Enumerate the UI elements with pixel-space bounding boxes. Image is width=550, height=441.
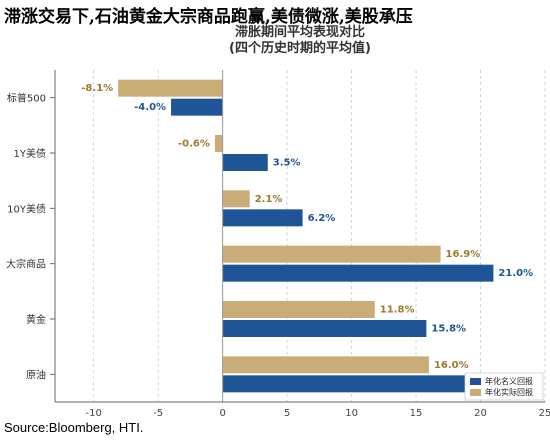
x-tick-label: 15 xyxy=(410,408,423,419)
labels-layer: -8.1% -4.0% -0.6% 3.5% 2.1% 6.2% 16.9% 21.0% 11.… xyxy=(81,83,533,371)
chart-title-line: (四个历史时期的平均值) xyxy=(229,40,371,56)
bar-nominal-return xyxy=(222,320,427,337)
data-label: -8.1% xyxy=(81,83,113,94)
bar-real-return xyxy=(222,301,375,318)
bar-real-return xyxy=(214,135,223,152)
y-tick-label: 黄金 xyxy=(26,313,46,326)
bars-layer xyxy=(118,79,494,393)
bar-nominal-return xyxy=(222,375,478,393)
data-label: 3.5% xyxy=(273,158,301,169)
x-tick-label: 10 xyxy=(345,408,358,419)
x-tick-label: -5 xyxy=(153,408,163,419)
grid-layer xyxy=(93,70,546,402)
x-tick-label: 5 xyxy=(284,408,290,419)
y-tick-label: 大宗商品 xyxy=(6,258,46,271)
bar-real-return xyxy=(118,79,223,97)
x-tick-label: -10 xyxy=(86,408,102,419)
headline: 滞涨交易下,石油黄金大宗商品跑赢,美债微涨,美股承压 xyxy=(4,7,413,27)
data-label: 21.0% xyxy=(498,268,533,279)
legend-label: 年化实际回报 xyxy=(485,387,533,397)
bar-nominal-return xyxy=(222,264,494,282)
data-label: 15.8% xyxy=(431,324,466,335)
bar-nominal-return xyxy=(222,154,268,171)
data-label: 16.9% xyxy=(446,249,481,260)
y-tick-label: 10Y美债 xyxy=(7,202,46,215)
source-note: Source:Bloomberg, HTI. xyxy=(4,420,144,435)
chart-title-line: 滞胀期间平均表现对比 xyxy=(235,24,365,40)
legend-swatch xyxy=(470,378,481,385)
bar-nominal-return xyxy=(222,209,303,227)
data-label: 2.1% xyxy=(255,194,283,205)
bar-nominal-return xyxy=(171,98,223,116)
bar-real-return xyxy=(222,245,441,263)
data-label: -0.6% xyxy=(178,139,210,150)
y-tick-label: 原油 xyxy=(26,368,46,381)
data-label: 11.8% xyxy=(380,305,415,316)
data-label: -4.0% xyxy=(134,102,166,113)
data-label: 16.0% xyxy=(434,360,469,371)
x-tick-label: 0 xyxy=(219,408,225,419)
legend-swatch xyxy=(470,389,481,396)
bar-real-return xyxy=(222,356,429,374)
y-tick-label: 标普500 xyxy=(7,92,46,105)
data-label: 6.2% xyxy=(308,213,336,224)
bar-real-return xyxy=(222,190,250,208)
x-tick-label: 20 xyxy=(474,408,487,419)
chart-title: 滞胀期间平均表现对比(四个历史时期的平均值) xyxy=(229,24,371,56)
legend-label: 年化名义回报 xyxy=(485,376,533,386)
x-tick-label: 25 xyxy=(539,408,550,419)
y-tick-label: 1Y美债 xyxy=(14,147,46,160)
